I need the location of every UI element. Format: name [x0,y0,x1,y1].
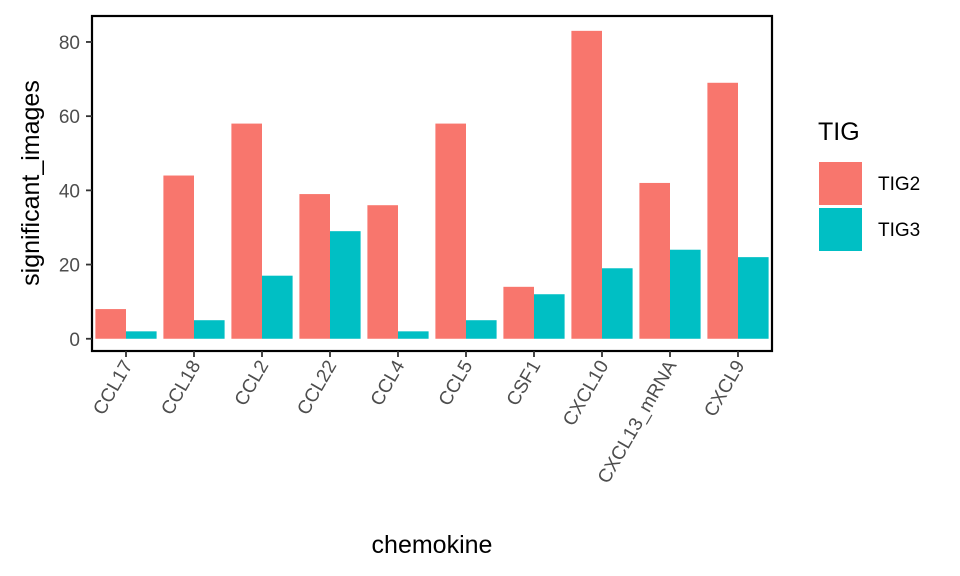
bar-tig3-ccl5 [466,320,497,339]
x-axis: CCL17 CCL18 CCL2 CCL22 CCL4 CCL5 CSF1 CXCL10 CXC… [90,351,750,487]
bar-tig2-ccl5 [435,123,466,339]
bar-tig2-ccl18 [163,175,194,339]
x-tick-label: CCL5 [435,357,477,410]
legend-label-tig2: TIG2 [878,174,920,195]
legend-label-tig3: TIG3 [878,220,920,241]
y-tick-label: 60 [59,107,80,128]
bar-tig3-ccl2 [262,275,293,339]
bar-tig2-cxcl10 [571,30,602,339]
y-tick-label: 20 [59,256,80,277]
x-axis-title: chemokine [372,531,493,559]
legend-key-tig2 [819,162,862,205]
bar-tig3-ccl17 [126,331,157,339]
y-tick-label: 0 [69,330,80,351]
bar-tig3-cxcl10 [602,268,633,339]
legend-title: TIG [818,118,860,146]
legend: TIG TIG2 TIG3 [818,118,920,251]
x-tick-label: CCL4 [367,357,410,410]
y-axis: 0 20 40 60 80 [59,33,92,351]
x-tick-label: CXCL9 [701,357,750,421]
bar-tig2-ccl4 [367,205,398,339]
x-tick-label: CCL2 [231,357,273,410]
bar-tig3-ccl22 [330,231,361,339]
bars-layer [95,30,769,339]
bar-tig3-ccl4 [398,331,429,339]
x-tick-label: CCL17 [90,357,138,419]
y-tick-label: 40 [59,181,80,202]
legend-key-tig3 [819,208,862,251]
bar-tig2-ccl2 [231,123,262,339]
bar-tig3-csf1 [534,294,565,339]
bar-tig2-csf1 [503,286,534,339]
bar-tig3-cxcl9 [738,257,769,339]
y-tick-label: 80 [59,33,80,54]
bar-tig2-cxcl13-mrna [639,182,670,339]
bar-tig2-cxcl9 [707,82,738,339]
x-tick-label: CXCL10 [559,357,613,430]
x-tick-label: CCL22 [294,357,342,419]
x-tick-label: CCL18 [158,357,206,419]
bar-tig3-ccl18 [194,320,225,339]
y-axis-title: significant_images [17,80,45,286]
x-tick-label: CSF1 [503,357,545,410]
bar-tig2-ccl17 [95,309,126,339]
bar-tig2-ccl22 [299,194,330,339]
bar-tig3-cxcl13-mrna [670,249,701,339]
